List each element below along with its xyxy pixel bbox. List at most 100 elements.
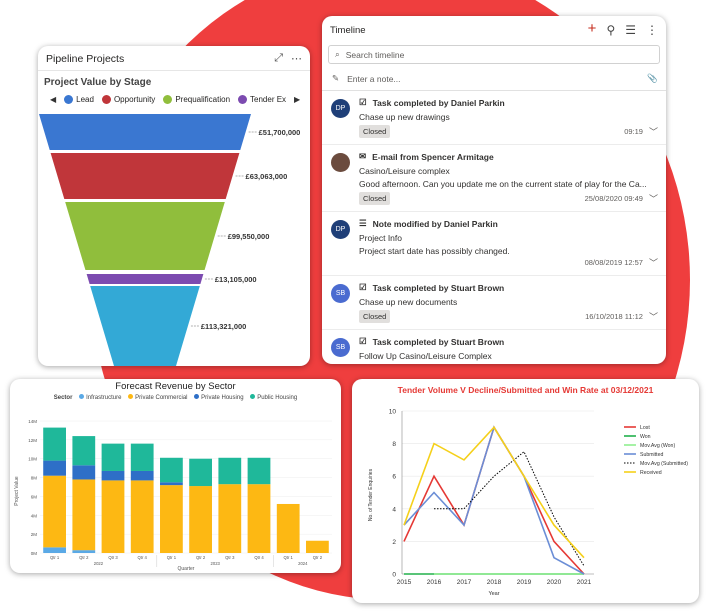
funnel-segment[interactable] [65, 202, 225, 270]
series-line[interactable] [403, 425, 585, 575]
data-label: £13,105,000 [215, 275, 257, 284]
bar-segment[interactable] [72, 479, 96, 551]
x-tick-label: 2020 [547, 579, 562, 586]
funnel-segment[interactable] [39, 114, 251, 150]
bar-segment[interactable] [160, 485, 183, 553]
tender-volume-card: Tender Volume V Decline/Submitted and Wi… [352, 379, 699, 603]
chart-title: Project Value by Stage [44, 77, 152, 88]
bar-segment[interactable] [101, 443, 125, 471]
attachment-icon[interactable]: 📎 [647, 73, 658, 83]
legend-item[interactable]: Private Housing [201, 395, 244, 401]
bar-segment[interactable] [43, 475, 66, 548]
sort-icon[interactable]: ☰ [625, 23, 636, 37]
data-label: £51,700,000 [259, 128, 301, 137]
entry-title: ✉ E-mail from Spencer Armitage [359, 151, 494, 162]
expand-icon[interactable]: ⤢ [274, 52, 283, 64]
y-tick-label: 2 [392, 539, 396, 546]
legend-item[interactable]: Private Commercial [135, 395, 188, 401]
legend-label: Won [640, 434, 651, 440]
bar-segment[interactable] [218, 457, 242, 485]
year-label: 2022 [94, 561, 104, 566]
filter-icon[interactable]: ⚲ [606, 23, 616, 37]
legend-item-tender[interactable]: Tender Ex [238, 95, 286, 104]
legend-item[interactable]: Infrastructure [86, 395, 122, 401]
x-tick-label: 2016 [427, 579, 442, 586]
bar-segment[interactable] [189, 458, 212, 487]
timeline-entry[interactable]: SB ☑ Task completed by Stuart Brown Chase… [322, 276, 666, 330]
chart-legend: Sector Infrastructure Private Commercial… [10, 392, 341, 401]
timeline-entry[interactable]: DP ☰ Note modified by Daniel Parkin Proje… [322, 212, 666, 276]
bar-segment[interactable] [189, 486, 212, 553]
x-tick-label: Qtr 2 [79, 555, 89, 560]
bar-segment[interactable] [160, 457, 183, 483]
bar-segment[interactable] [72, 436, 96, 466]
note-input[interactable]: ✎ Enter a note... 📎 [322, 64, 666, 91]
bar-segment[interactable] [43, 460, 66, 476]
more-options-icon[interactable]: ⋯ [291, 53, 302, 65]
x-axis-label: Year [488, 591, 499, 597]
bar-segment[interactable] [130, 443, 154, 471]
bar-segment[interactable] [276, 503, 300, 553]
chevron-down-icon[interactable]: ﹀ [648, 127, 658, 137]
chevron-down-icon[interactable]: ﹀ [648, 194, 658, 204]
chevron-down-icon[interactable]: ﹀ [648, 258, 658, 268]
entry-date: 25/08/2020 09:49 [584, 194, 643, 203]
bar-segment[interactable] [101, 470, 125, 481]
bar-segment[interactable] [160, 482, 183, 486]
entry-description: Project start date has possibly changed. [359, 246, 510, 256]
x-tick-label: Qtr 1 [284, 555, 294, 560]
y-tick-label: 14M [28, 419, 37, 424]
bar-segment[interactable] [218, 484, 242, 553]
series-line[interactable] [434, 450, 585, 567]
legend-item-prequalification[interactable]: Prequalification [163, 95, 230, 104]
avatar: DP [331, 99, 350, 118]
avatar: DP [331, 220, 350, 239]
y-tick-label: 10 [389, 409, 397, 416]
data-label: £99,550,000 [228, 232, 270, 241]
y-tick-label: 8M [31, 476, 38, 481]
entry-subject: Follow Up Casino/Leisure Complex [359, 351, 492, 361]
series-line[interactable] [403, 425, 585, 575]
pipeline-projects-card: Pipeline Projects ⤢ ⋯ Project Value by S… [38, 46, 310, 366]
data-label: £113,321,000 [201, 322, 246, 331]
x-tick-label: Qtr 4 [254, 555, 264, 560]
y-axis-label: Project Value [14, 476, 20, 506]
legend-item-lead[interactable]: Lead [64, 95, 94, 104]
bar-segment[interactable] [130, 470, 154, 481]
timeline-entry[interactable]: SB ☑ Task completed by Stuart Brown Follo… [322, 330, 666, 364]
bar-segment[interactable] [247, 484, 271, 553]
series-line[interactable] [403, 425, 585, 559]
legend-label: Mov.Avg (Won) [640, 443, 675, 449]
bar-segment[interactable] [306, 540, 329, 553]
bar-segment[interactable] [43, 427, 66, 461]
search-input[interactable]: ⌕ Search timeline [328, 45, 660, 64]
entry-subject: Project Info [359, 233, 402, 243]
pencil-icon: ✎ [332, 73, 340, 83]
funnel-segment[interactable] [90, 286, 200, 366]
funnel-segment[interactable] [86, 274, 204, 284]
status-badge: Closed [359, 310, 391, 323]
entry-subject: Chase up new documents [359, 297, 458, 307]
add-icon[interactable]: + [587, 20, 597, 37]
legend-item[interactable]: Public Housing [257, 395, 298, 401]
bar-segment[interactable] [130, 480, 154, 553]
legend-item-opportunity[interactable]: Opportunity [101, 95, 155, 104]
bar-segment[interactable] [72, 465, 96, 480]
x-tick-label: 2018 [487, 579, 502, 586]
bar-segment[interactable] [43, 547, 66, 553]
y-tick-label: 0 [392, 572, 396, 579]
card-title: Pipeline Projects [46, 52, 125, 65]
funnel-segment[interactable] [50, 153, 240, 199]
bar-segment[interactable] [72, 550, 96, 553]
timeline-entry[interactable]: ✉ E-mail from Spencer Armitage Casino/Lei… [322, 145, 666, 212]
y-tick-label: 4M [31, 513, 38, 518]
more-vertical-icon[interactable]: ⋮ [646, 23, 658, 37]
chevron-down-icon[interactable]: ﹀ [648, 312, 658, 322]
avatar [331, 153, 350, 172]
bar-segment[interactable] [247, 457, 271, 485]
legend-next-icon[interactable]: ▶ [294, 95, 301, 104]
legend-prev-icon[interactable]: ◀ [50, 95, 57, 104]
timeline-entry[interactable]: DP ☑ Task completed by Daniel Parkin Chas… [322, 91, 666, 145]
note-placeholder: Enter a note... [347, 73, 401, 84]
bar-segment[interactable] [101, 480, 125, 553]
